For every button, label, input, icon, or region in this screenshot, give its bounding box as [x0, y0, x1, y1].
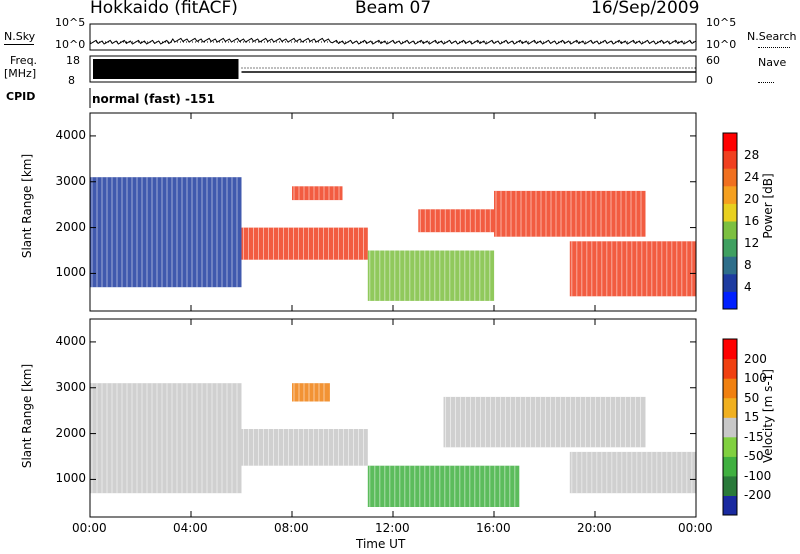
velocity-echo-band: [90, 383, 242, 494]
velocity-echo-band: [241, 429, 368, 466]
velocity-colorbar-segment: [723, 456, 737, 477]
nsearch-tick-bottom: 10^0: [706, 38, 737, 51]
power-echo-band: [90, 177, 242, 288]
xtick-label: 16:00: [476, 521, 511, 535]
velocity-colorbar-segment: [723, 339, 737, 360]
velocity-colorbar-tick: -100: [744, 468, 772, 483]
power-colorbar-segment: [723, 185, 737, 204]
power-colorbar-tick: 8: [744, 258, 752, 272]
power-echo-band: [418, 209, 495, 233]
velocity-echo-band: [569, 451, 697, 494]
nave-label: Nave: [758, 56, 787, 69]
velocity-colorbar-tick: 200: [744, 351, 767, 366]
velocity-echo-band: [292, 383, 330, 402]
velocity-ytick-label: 2000: [55, 425, 86, 440]
velocity-colorbar-segment: [723, 397, 737, 418]
velocity-colorbar-segment: [723, 358, 737, 379]
nsky-line: [4, 44, 34, 45]
velocity-colorbar-tick: 15: [744, 410, 760, 425]
velocity-colorbar-frame: [722, 338, 738, 516]
velocity-colorbar-tick: 100: [744, 371, 767, 386]
power-colorbar-segment: [723, 168, 737, 187]
power-echo-band: [569, 241, 697, 297]
power-colorbar-tick: 16: [744, 214, 760, 228]
power-echo-band: [292, 186, 343, 201]
velocity-ytick-label: 3000: [55, 379, 86, 394]
power-echo-band: [367, 250, 495, 301]
power-ytick-label: 3000: [55, 173, 86, 188]
nsky-panel-frame: [89, 23, 697, 51]
power-colorbar-tick: 24: [744, 170, 760, 184]
xtick-label: 00:00: [72, 521, 107, 535]
nave-tick-top: 60: [706, 54, 720, 67]
velocity-colorbar-segment: [723, 436, 737, 457]
power-colorbar-tick: 28: [744, 148, 760, 162]
power-ytick-label: 4000: [55, 127, 86, 142]
velocity-colorbar-segment: [723, 495, 737, 516]
nsky-tick-top: 10^5: [55, 16, 86, 29]
freq-unit-label: [MHz]: [4, 67, 37, 80]
power-colorbar-segment: [723, 203, 737, 222]
power-colorbar-segment: [723, 221, 737, 240]
power-colorbar-tick: 12: [744, 236, 760, 250]
freq-label: Freq.: [10, 54, 38, 67]
power-ytick-label: 1000: [55, 265, 86, 280]
nave-tick-bottom: 0: [706, 74, 713, 87]
power-colorbar-tick: 20: [744, 192, 760, 206]
velocity-colorbar-segment: [723, 417, 737, 438]
xtick-label: 00:00: [678, 521, 713, 535]
nsearch-line: [758, 47, 790, 48]
velocity-colorbar-tick: 50: [744, 390, 760, 405]
power-colorbar-segment: [723, 256, 737, 275]
nsky-label: N.Sky: [4, 30, 36, 43]
cpid-text: normal (fast) -151: [92, 92, 215, 106]
velocity-echo-band: [443, 396, 646, 448]
power-colorbar-segment: [723, 133, 737, 152]
date-label: 16/Sep/2009: [591, 0, 700, 18]
xtick-label: 12:00: [375, 521, 410, 535]
nave-line: [758, 82, 774, 83]
xtick-label: 20:00: [577, 521, 612, 535]
power-colorbar-tick: 4: [744, 280, 752, 294]
velocity-colorbar-tick: -200: [744, 488, 772, 503]
velocity-ytick-label: 1000: [55, 471, 86, 486]
plot-title: Hokkaido (fitACF): [90, 0, 238, 18]
xlabel: Time UT: [356, 537, 406, 551]
freq-tick-bottom: 8: [68, 74, 75, 87]
velocity-ytick-label: 4000: [55, 333, 86, 348]
power-ytick-label: 2000: [55, 219, 86, 234]
xtick-label: 04:00: [173, 521, 208, 535]
xtick-label: 08:00: [274, 521, 309, 535]
velocity-colorbar-tick: -15: [744, 429, 764, 444]
power-echo-band: [494, 190, 646, 237]
beam-label: Beam 07: [355, 0, 432, 18]
freq-panel-frame: [89, 55, 697, 83]
power-colorbar-frame: [722, 132, 738, 310]
power-colorbar-segment: [723, 150, 737, 169]
power-colorbar-segment: [723, 238, 737, 257]
cpid-label: CPID: [6, 90, 36, 103]
nsearch-label: N.Search: [747, 30, 797, 43]
nsearch-tick-top: 10^5: [706, 16, 737, 29]
freq-dense-block: [93, 59, 239, 79]
freq-tick-top: 18: [66, 54, 80, 67]
velocity-colorbar-tick: -50: [744, 449, 764, 464]
power-colorbar-segment: [723, 291, 737, 310]
velocity-echo-band: [367, 465, 520, 507]
nsky-tick-bottom: 10^0: [55, 38, 86, 51]
power-colorbar-segment: [723, 273, 737, 292]
power-echo-band: [241, 227, 368, 260]
velocity-colorbar-segment: [723, 378, 737, 399]
velocity-colorbar-segment: [723, 475, 737, 496]
